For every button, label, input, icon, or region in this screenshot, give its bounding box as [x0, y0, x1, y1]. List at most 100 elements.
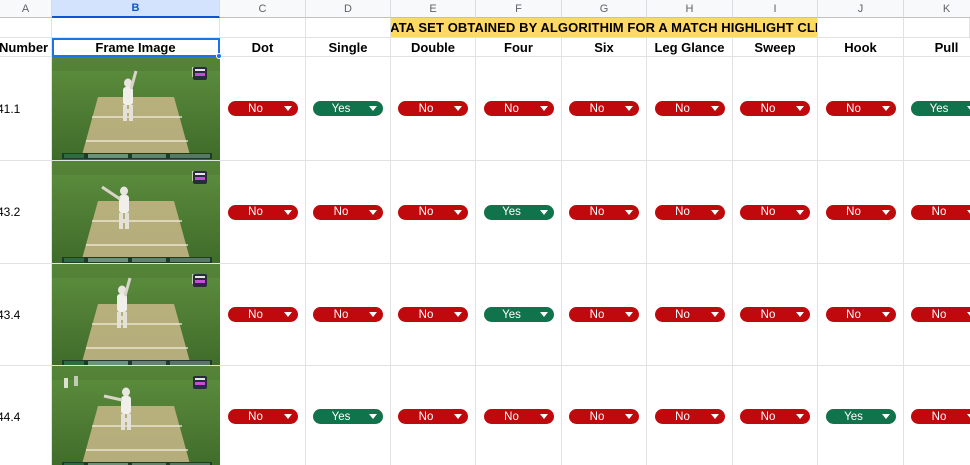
- dropdown-chip[interactable]: No: [654, 307, 725, 322]
- dropdown-chip[interactable]: No: [483, 409, 554, 424]
- dropdown-chip[interactable]: No: [911, 307, 970, 322]
- dropdown-chip[interactable]: No: [740, 409, 810, 424]
- cell-leg-glance[interactable]: No: [647, 264, 733, 366]
- chevron-down-icon[interactable]: [796, 209, 804, 215]
- cell-six[interactable]: No: [562, 264, 647, 366]
- chevron-down-icon[interactable]: [967, 106, 970, 111]
- cell-double[interactable]: No: [391, 57, 476, 161]
- cell-pull[interactable]: No: [904, 264, 970, 366]
- cell-pull[interactable]: No: [904, 161, 970, 264]
- cell-leg-glance[interactable]: No: [647, 366, 733, 465]
- header-number[interactable]: Number: [0, 38, 52, 57]
- cell-dot[interactable]: No: [220, 264, 306, 366]
- cell-sweep[interactable]: No: [733, 57, 818, 161]
- cell-four[interactable]: Yes: [476, 264, 562, 366]
- cell-dot[interactable]: No: [220, 161, 306, 264]
- title-row-cell-c[interactable]: [220, 18, 306, 38]
- title-row-cell-j[interactable]: [818, 18, 904, 38]
- header-double[interactable]: Double: [391, 38, 476, 57]
- title-row-cell-b[interactable]: [52, 18, 220, 38]
- cell-six[interactable]: No: [562, 366, 647, 465]
- dropdown-chip[interactable]: No: [911, 204, 970, 220]
- chevron-down-icon[interactable]: [967, 209, 970, 215]
- dropdown-chip[interactable]: No: [398, 409, 468, 424]
- chevron-down-icon[interactable]: [369, 414, 377, 419]
- header-dot[interactable]: Dot: [220, 38, 306, 57]
- cell-double[interactable]: No: [391, 366, 476, 465]
- cell-six[interactable]: No: [562, 57, 647, 161]
- chevron-down-icon[interactable]: [881, 312, 890, 317]
- dropdown-chip[interactable]: No: [740, 204, 810, 220]
- frame-image[interactable]: [52, 264, 220, 366]
- dropdown-chip[interactable]: Yes: [313, 409, 383, 424]
- chevron-down-icon[interactable]: [454, 312, 462, 317]
- dropdown-chip[interactable]: No: [569, 101, 639, 116]
- chevron-down-icon[interactable]: [454, 106, 462, 111]
- dropdown-chip[interactable]: No: [825, 307, 896, 322]
- chevron-down-icon[interactable]: [539, 106, 548, 111]
- title-row-cell-a[interactable]: [0, 18, 52, 38]
- dropdown-chip[interactable]: No: [313, 204, 383, 220]
- row-number-cell[interactable]: 41.1: [0, 57, 52, 161]
- dropdown-chip[interactable]: No: [654, 204, 725, 220]
- header-sweep[interactable]: Sweep: [733, 38, 818, 57]
- chevron-down-icon[interactable]: [710, 209, 719, 215]
- dropdown-chip[interactable]: No: [569, 409, 639, 424]
- column-header-c[interactable]: C: [220, 0, 306, 18]
- dropdown-chip[interactable]: Yes: [313, 101, 383, 116]
- row-number-cell[interactable]: 43.2: [0, 161, 52, 264]
- selection-fill-handle[interactable]: [216, 53, 222, 59]
- dropdown-chip[interactable]: No: [483, 101, 554, 116]
- cell-pull[interactable]: No: [904, 366, 970, 465]
- cell-leg-glance[interactable]: No: [647, 57, 733, 161]
- chevron-down-icon[interactable]: [967, 414, 970, 419]
- header-pull[interactable]: Pull: [904, 38, 970, 57]
- cell-sweep[interactable]: No: [733, 366, 818, 465]
- dropdown-chip[interactable]: No: [654, 409, 725, 424]
- dropdown-chip[interactable]: No: [654, 101, 725, 116]
- chevron-down-icon[interactable]: [710, 106, 719, 111]
- dropdown-chip[interactable]: No: [227, 101, 298, 116]
- chevron-down-icon[interactable]: [625, 209, 633, 215]
- cell-single[interactable]: Yes: [306, 57, 391, 161]
- cell-hook[interactable]: No: [818, 264, 904, 366]
- dropdown-chip[interactable]: Yes: [911, 101, 970, 116]
- dropdown-chip[interactable]: No: [398, 307, 468, 322]
- chevron-down-icon[interactable]: [796, 414, 804, 419]
- chevron-down-icon[interactable]: [881, 209, 890, 215]
- chevron-down-icon[interactable]: [539, 312, 548, 317]
- cell-hook[interactable]: No: [818, 57, 904, 161]
- dropdown-chip[interactable]: No: [740, 307, 810, 322]
- dropdown-chip[interactable]: No: [313, 307, 383, 322]
- chevron-down-icon[interactable]: [796, 106, 804, 111]
- chevron-down-icon[interactable]: [967, 312, 970, 317]
- column-header-f[interactable]: F: [476, 0, 562, 18]
- cell-six[interactable]: No: [562, 161, 647, 264]
- chevron-down-icon[interactable]: [710, 414, 719, 419]
- column-header-h[interactable]: H: [647, 0, 733, 18]
- chevron-down-icon[interactable]: [283, 312, 292, 317]
- chevron-down-icon[interactable]: [625, 312, 633, 317]
- chevron-down-icon[interactable]: [454, 209, 462, 215]
- frame-image[interactable]: [52, 366, 220, 465]
- dropdown-chip[interactable]: No: [227, 409, 298, 424]
- chevron-down-icon[interactable]: [283, 106, 292, 111]
- chevron-down-icon[interactable]: [539, 414, 548, 419]
- cell-hook[interactable]: Yes: [818, 366, 904, 465]
- chevron-down-icon[interactable]: [539, 209, 548, 215]
- frame-image[interactable]: [52, 161, 220, 264]
- column-header-j[interactable]: J: [818, 0, 904, 18]
- dropdown-chip[interactable]: Yes: [825, 409, 896, 424]
- header-frame-image[interactable]: Frame Image: [52, 38, 220, 57]
- cell-single[interactable]: Yes: [306, 366, 391, 465]
- title-row-cell-d[interactable]: [306, 18, 391, 38]
- chevron-down-icon[interactable]: [710, 312, 719, 317]
- column-header-g[interactable]: G: [562, 0, 647, 18]
- column-header-i[interactable]: I: [733, 0, 818, 18]
- chevron-down-icon[interactable]: [369, 209, 377, 215]
- chevron-down-icon[interactable]: [283, 209, 292, 215]
- cell-four[interactable]: No: [476, 366, 562, 465]
- dropdown-chip[interactable]: No: [227, 307, 298, 322]
- dropdown-chip[interactable]: No: [569, 307, 639, 322]
- column-header-d[interactable]: D: [306, 0, 391, 18]
